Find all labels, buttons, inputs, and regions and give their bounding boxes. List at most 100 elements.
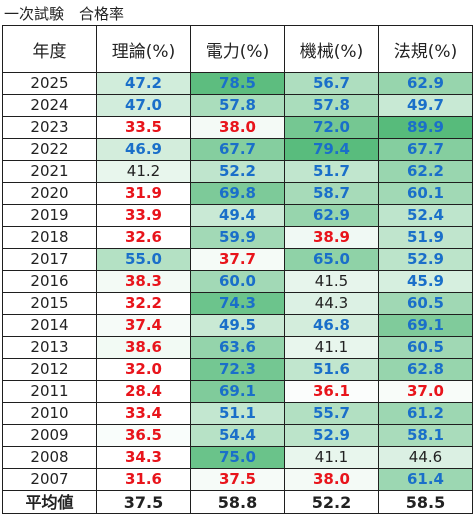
table-row: 2024 47.0 57.8 57.8 49.7 xyxy=(2,94,473,117)
law-cell: 52.9 xyxy=(378,248,473,271)
table-row: 2012 32.0 72.3 51.6 62.8 xyxy=(2,358,473,381)
header-law: 法規(%) xyxy=(378,25,473,73)
year-cell: 2015 xyxy=(2,292,97,315)
table-row: 2007 31.6 37.5 38.0 61.4 xyxy=(2,468,473,491)
theory-cell: 47.2 xyxy=(96,72,191,95)
average-row: 平均値 37.5 58.8 52.2 58.5 xyxy=(2,490,473,514)
year-cell: 2009 xyxy=(2,424,97,447)
table-row: 2021 41.2 52.2 51.7 62.2 xyxy=(2,160,473,183)
average-label: 平均値 xyxy=(2,490,97,514)
theory-cell: 41.2 xyxy=(96,160,191,183)
year-cell: 2017 xyxy=(2,248,97,271)
theory-cell: 33.9 xyxy=(96,204,191,227)
machine-cell: 44.3 xyxy=(284,292,379,315)
machine-cell: 51.6 xyxy=(284,358,379,381)
theory-cell: 33.4 xyxy=(96,402,191,425)
table-row: 2020 31.9 69.8 58.7 60.1 xyxy=(2,182,473,205)
theory-cell: 34.3 xyxy=(96,446,191,469)
machine-cell: 51.7 xyxy=(284,160,379,183)
power-cell: 52.2 xyxy=(190,160,285,183)
law-cell: 61.2 xyxy=(378,402,473,425)
average-machine: 52.2 xyxy=(284,490,379,514)
machine-cell: 36.1 xyxy=(284,380,379,403)
year-cell: 2018 xyxy=(2,226,97,249)
theory-cell: 36.5 xyxy=(96,424,191,447)
average-theory: 37.5 xyxy=(96,490,191,514)
machine-cell: 72.0 xyxy=(284,116,379,139)
header-machine: 機械(%) xyxy=(284,25,379,73)
power-cell: 60.0 xyxy=(190,270,285,293)
power-cell: 57.8 xyxy=(190,94,285,117)
law-cell: 37.0 xyxy=(378,380,473,403)
law-cell: 61.4 xyxy=(378,468,473,491)
power-cell: 69.1 xyxy=(190,380,285,403)
machine-cell: 38.0 xyxy=(284,468,379,491)
theory-cell: 32.6 xyxy=(96,226,191,249)
theory-cell: 31.6 xyxy=(96,468,191,491)
power-cell: 37.5 xyxy=(190,468,285,491)
law-cell: 44.6 xyxy=(378,446,473,469)
law-cell: 60.5 xyxy=(378,336,473,359)
power-cell: 75.0 xyxy=(190,446,285,469)
header-theory: 理論(%) xyxy=(96,25,191,73)
year-cell: 2024 xyxy=(2,94,97,117)
table-row: 2025 47.2 78.5 56.7 62.9 xyxy=(2,72,473,95)
law-cell: 69.1 xyxy=(378,314,473,337)
law-cell: 60.5 xyxy=(378,292,473,315)
power-cell: 63.6 xyxy=(190,336,285,359)
year-cell: 2011 xyxy=(2,380,97,403)
theory-cell: 28.4 xyxy=(96,380,191,403)
law-cell: 89.9 xyxy=(378,116,473,139)
year-cell: 2007 xyxy=(2,468,97,491)
table-row: 2016 38.3 60.0 41.5 45.9 xyxy=(2,270,473,293)
law-cell: 52.4 xyxy=(378,204,473,227)
theory-cell: 38.3 xyxy=(96,270,191,293)
table-row: 2023 33.5 38.0 72.0 89.9 xyxy=(2,116,473,139)
year-cell: 2025 xyxy=(2,72,97,95)
machine-cell: 57.8 xyxy=(284,94,379,117)
machine-cell: 65.0 xyxy=(284,248,379,271)
theory-cell: 46.9 xyxy=(96,138,191,161)
power-cell: 78.5 xyxy=(190,72,285,95)
machine-cell: 52.9 xyxy=(284,424,379,447)
table-row: 2018 32.6 59.9 38.9 51.9 xyxy=(2,226,473,249)
machine-cell: 41.1 xyxy=(284,446,379,469)
table-body: 2025 47.2 78.5 56.7 62.9 2024 47.0 57.8 57.8 49.7… xyxy=(2,72,473,514)
machine-cell: 46.8 xyxy=(284,314,379,337)
year-cell: 2016 xyxy=(2,270,97,293)
machine-cell: 38.9 xyxy=(284,226,379,249)
machine-cell: 79.4 xyxy=(284,138,379,161)
machine-cell: 62.9 xyxy=(284,204,379,227)
machine-cell: 58.7 xyxy=(284,182,379,205)
machine-cell: 41.5 xyxy=(284,270,379,293)
machine-cell: 55.7 xyxy=(284,402,379,425)
table-row: 2019 33.9 49.4 62.9 52.4 xyxy=(2,204,473,227)
pass-rate-table: 年度 理論(%) 電力(%) 機械(%) 法規(%) 2025 47.2 78.5 5… xyxy=(2,25,473,514)
table-row: 2011 28.4 69.1 36.1 37.0 xyxy=(2,380,473,403)
law-cell: 45.9 xyxy=(378,270,473,293)
year-cell: 2010 xyxy=(2,402,97,425)
power-cell: 54.4 xyxy=(190,424,285,447)
year-cell: 2014 xyxy=(2,314,97,337)
year-cell: 2013 xyxy=(2,336,97,359)
power-cell: 51.1 xyxy=(190,402,285,425)
theory-cell: 32.0 xyxy=(96,358,191,381)
table-row: 2008 34.3 75.0 41.1 44.6 xyxy=(2,446,473,469)
machine-cell: 56.7 xyxy=(284,72,379,95)
average-law: 58.5 xyxy=(378,490,473,514)
law-cell: 51.9 xyxy=(378,226,473,249)
sheet-title: 一次試験 合格率 xyxy=(4,5,125,23)
theory-cell: 47.0 xyxy=(96,94,191,117)
year-cell: 2012 xyxy=(2,358,97,381)
year-cell: 2021 xyxy=(2,160,97,183)
theory-cell: 37.4 xyxy=(96,314,191,337)
law-cell: 62.9 xyxy=(378,72,473,95)
power-cell: 49.5 xyxy=(190,314,285,337)
table-row: 2010 33.4 51.1 55.7 61.2 xyxy=(2,402,473,425)
power-cell: 67.7 xyxy=(190,138,285,161)
table-row: 2009 36.5 54.4 52.9 58.1 xyxy=(2,424,473,447)
theory-cell: 38.6 xyxy=(96,336,191,359)
power-cell: 69.8 xyxy=(190,182,285,205)
law-cell: 62.8 xyxy=(378,358,473,381)
average-power: 58.8 xyxy=(190,490,285,514)
